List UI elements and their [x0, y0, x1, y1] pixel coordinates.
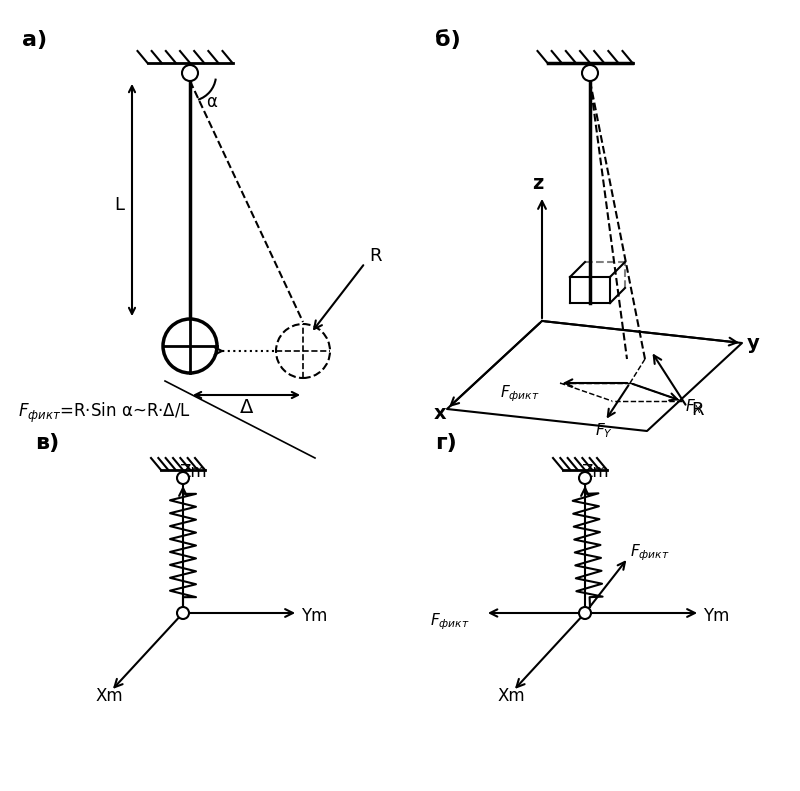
Text: Ym: Ym	[703, 607, 730, 625]
Text: $F_{фикт}$=R·Sin α~R·Δ/L: $F_{фикт}$=R·Sin α~R·Δ/L	[18, 401, 191, 426]
Text: Xm: Xm	[497, 687, 525, 705]
Circle shape	[177, 607, 189, 619]
Circle shape	[276, 324, 330, 378]
Text: $F_{фикт}$: $F_{фикт}$	[430, 611, 470, 632]
Text: x: x	[434, 404, 446, 423]
Text: $F_Y$: $F_Y$	[595, 421, 613, 440]
Text: г): г)	[435, 433, 457, 453]
Circle shape	[582, 65, 598, 81]
Text: а): а)	[22, 30, 47, 50]
Circle shape	[163, 319, 217, 373]
Text: R: R	[369, 247, 382, 265]
Text: б): б)	[435, 30, 461, 50]
Text: Ym: Ym	[301, 607, 327, 625]
Text: в): в)	[35, 433, 59, 453]
Text: Zm: Zm	[581, 463, 609, 481]
Circle shape	[579, 472, 591, 484]
Text: L: L	[114, 195, 124, 214]
Text: R: R	[691, 401, 703, 419]
Text: $F_X$: $F_X$	[685, 397, 703, 416]
Text: Xm: Xm	[95, 687, 122, 705]
Text: z: z	[532, 174, 543, 193]
Text: Zm: Zm	[179, 463, 206, 481]
Text: α: α	[206, 93, 217, 111]
Circle shape	[177, 472, 189, 484]
Text: Δ: Δ	[240, 398, 253, 417]
Text: y: y	[747, 334, 760, 353]
Text: $F_{фикт}$: $F_{фикт}$	[630, 542, 670, 562]
Circle shape	[579, 607, 591, 619]
Circle shape	[182, 65, 198, 81]
Text: $F_{фикт}$: $F_{фикт}$	[500, 383, 540, 403]
